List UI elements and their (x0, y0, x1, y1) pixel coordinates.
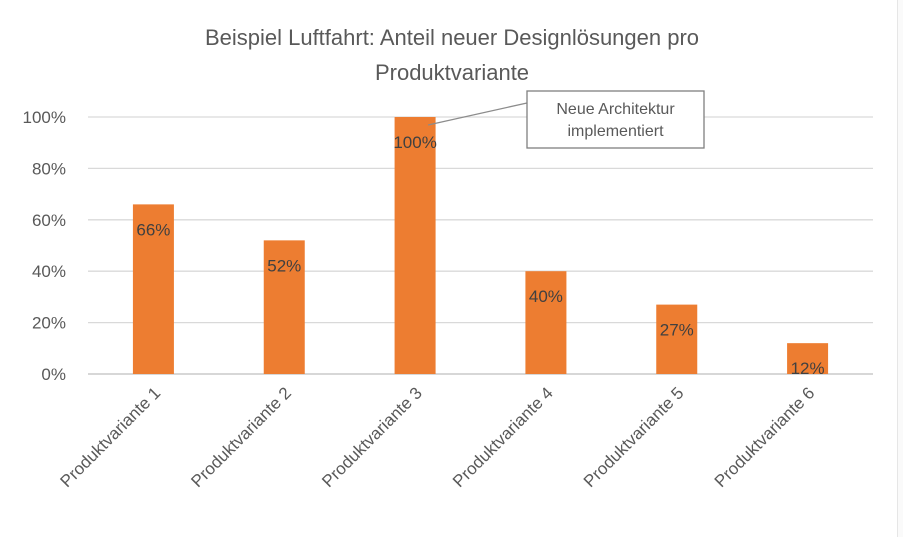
bar (132, 204, 174, 374)
y-tick-label: 40% (32, 262, 66, 281)
gridlines (88, 116, 873, 375)
x-tick-label: Produktvariante 5 (580, 383, 688, 491)
chart-title-line-2: Produktvariante (375, 60, 529, 85)
y-tick-label: 80% (32, 159, 66, 178)
data-label: 100% (393, 133, 436, 152)
data-label: 40% (529, 287, 563, 306)
x-tick-label: Produktvariante 3 (318, 383, 426, 491)
bar (263, 240, 305, 374)
bar (656, 304, 698, 374)
x-tick-label: Produktvariante 1 (57, 383, 165, 491)
y-tick-label: 0% (41, 365, 66, 384)
bar (525, 271, 567, 374)
callout-text-line-2: implementiert (567, 123, 664, 140)
callout-leader-line (427, 102, 528, 126)
data-label: 27% (660, 321, 694, 340)
bar (394, 117, 436, 374)
data-labels: 66% 52% 100% 40% 27% 12% (136, 133, 824, 378)
y-tick-label: 60% (32, 211, 66, 230)
window-edge (897, 0, 903, 537)
callout: Neue Architektur implementiert (427, 90, 705, 149)
y-tick-label: 100% (23, 108, 66, 127)
y-tick-label: 20% (32, 314, 66, 333)
data-label: 52% (267, 256, 301, 275)
bars (132, 117, 829, 374)
x-tick-label: Produktvariante 2 (187, 383, 295, 491)
x-tick-label: Produktvariante 4 (449, 383, 557, 491)
data-label: 12% (791, 359, 825, 378)
y-axis-ticks: 0% 20% 40% 60% 80% 100% (23, 108, 66, 384)
x-axis-ticks: Produktvariante 1 Produktvariante 2 Produk… (57, 383, 819, 491)
chart-title-line-1: Beispiel Luftfahrt: Anteil neuer Designl… (205, 25, 699, 50)
callout-box (526, 90, 705, 149)
bar (787, 343, 829, 374)
data-label: 66% (136, 220, 170, 239)
x-tick-label: Produktvariante 6 (711, 383, 819, 491)
callout-text-line-1: Neue Architektur (556, 101, 675, 118)
